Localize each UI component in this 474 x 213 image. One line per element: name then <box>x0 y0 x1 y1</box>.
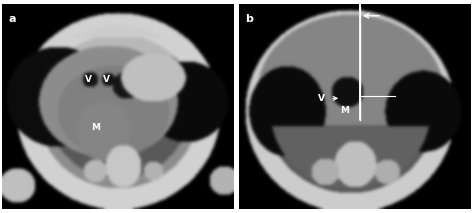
Text: V: V <box>318 94 325 103</box>
Text: M: M <box>340 106 349 115</box>
Text: V: V <box>102 75 109 84</box>
Text: b: b <box>246 14 253 24</box>
Text: M: M <box>91 123 100 132</box>
Text: V: V <box>85 75 91 84</box>
Text: a: a <box>9 14 16 24</box>
